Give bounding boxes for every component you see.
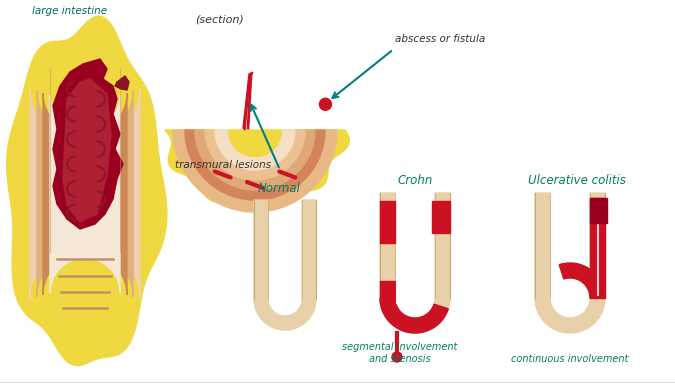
Text: continuous involvement: continuous involvement bbox=[512, 354, 628, 364]
Polygon shape bbox=[215, 130, 295, 170]
Polygon shape bbox=[380, 280, 395, 303]
Text: (section): (section) bbox=[195, 14, 244, 24]
Polygon shape bbox=[380, 298, 448, 333]
Text: large intestine: large intestine bbox=[32, 6, 107, 16]
Text: Crohn: Crohn bbox=[398, 174, 433, 187]
Circle shape bbox=[392, 352, 402, 362]
Polygon shape bbox=[590, 198, 605, 298]
Polygon shape bbox=[243, 72, 253, 130]
Polygon shape bbox=[173, 130, 337, 212]
Polygon shape bbox=[254, 200, 316, 330]
Polygon shape bbox=[195, 130, 315, 190]
Polygon shape bbox=[63, 79, 111, 222]
Polygon shape bbox=[559, 263, 605, 298]
Polygon shape bbox=[165, 130, 350, 209]
Polygon shape bbox=[185, 130, 325, 200]
Polygon shape bbox=[37, 91, 133, 297]
Polygon shape bbox=[43, 93, 127, 295]
Text: segmental involvement
and stenosis: segmental involvement and stenosis bbox=[342, 342, 458, 364]
Polygon shape bbox=[380, 201, 395, 243]
Text: Ulcerative colitis: Ulcerative colitis bbox=[528, 174, 626, 187]
Text: Normal: Normal bbox=[258, 182, 301, 195]
Circle shape bbox=[319, 98, 331, 110]
Polygon shape bbox=[380, 193, 450, 333]
Polygon shape bbox=[115, 76, 129, 90]
Polygon shape bbox=[432, 201, 450, 233]
Polygon shape bbox=[50, 95, 120, 293]
Text: transmural lesions: transmural lesions bbox=[175, 160, 271, 170]
Polygon shape bbox=[7, 16, 167, 366]
Polygon shape bbox=[590, 198, 607, 223]
Polygon shape bbox=[30, 89, 140, 299]
Text: abscess or fistula: abscess or fistula bbox=[396, 34, 486, 44]
Polygon shape bbox=[535, 193, 605, 333]
Polygon shape bbox=[53, 59, 123, 229]
Polygon shape bbox=[205, 130, 305, 180]
